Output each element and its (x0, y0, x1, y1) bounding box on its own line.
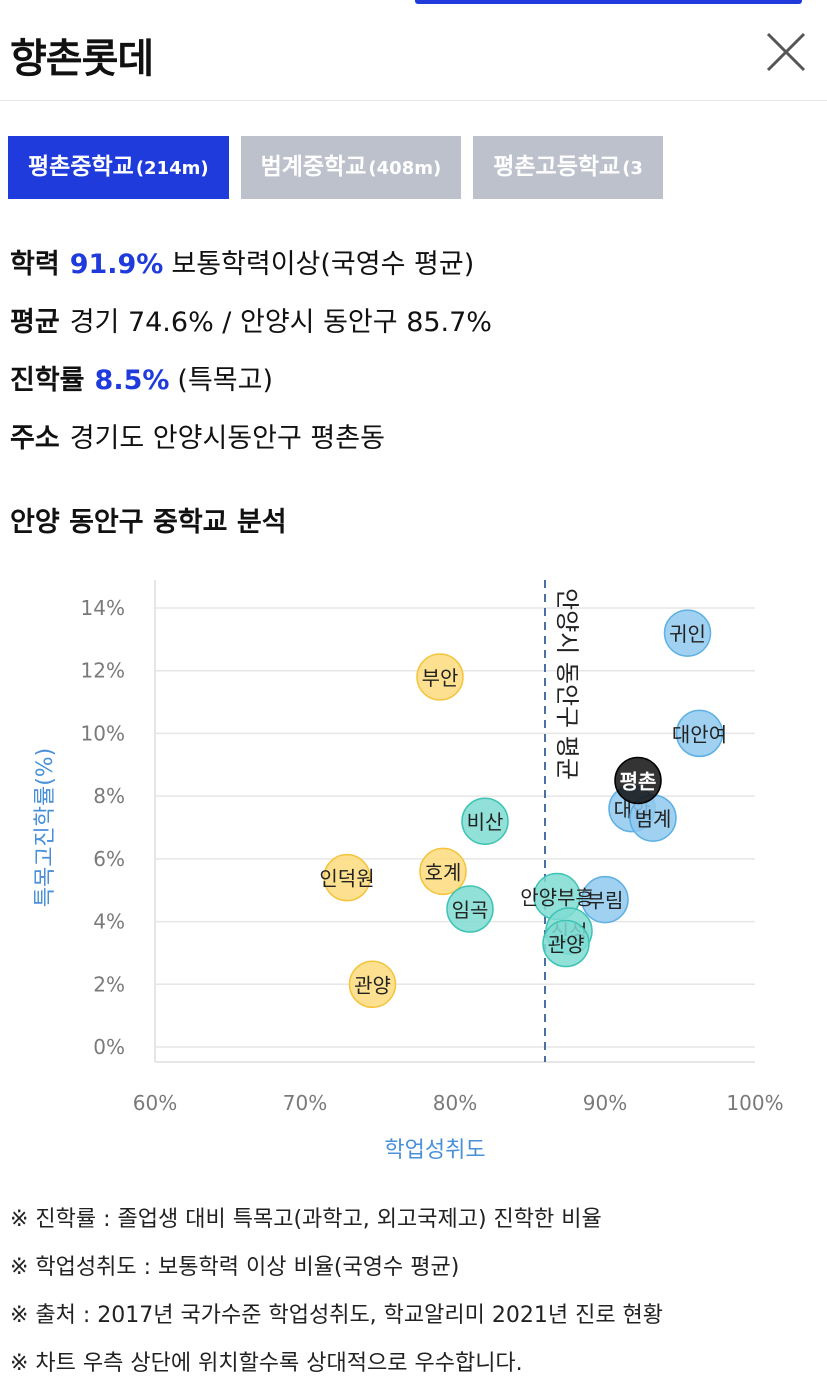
section-title: 안양 동안구 중학교 분석 (10, 507, 287, 538)
info-address: 주소 경기도 안양시동안구 평촌동 (10, 414, 492, 472)
data-label: 안양부흥 (520, 885, 594, 909)
data-label: 귀인 (669, 622, 706, 646)
info-desc: 경기 74.6% / 안양시 동안구 85.7% (69, 307, 492, 338)
x-tick-label: 90% (583, 1091, 627, 1115)
note-item: ※ 학업성취도 : 보통학력 이상 비율(국영수 평균) (10, 1255, 460, 1280)
info-key: 진학률 (10, 365, 85, 396)
info-average: 평균 경기 74.6% / 안양시 동안구 85.7% (10, 298, 492, 356)
data-label: 대안여 (672, 722, 727, 746)
note-item: ※ 진학률 : 졸업생 대비 특목고(과학고, 외고국제고) 진학한 비율 (10, 1207, 602, 1232)
page-title: 향촌롯데 (10, 36, 154, 82)
data-label: 관양 (354, 973, 391, 997)
tab-school-name: 평촌고등학교 (493, 154, 621, 180)
reference-line-label: 안양시 동안구 평균 (553, 588, 581, 780)
data-point (323, 853, 371, 902)
tab-school-distance: (408m) (368, 158, 442, 179)
school-tabs: 평촌중학교 (214m) 범계중학교 (408m) 평촌고등학교 (3 (8, 136, 798, 199)
data-label: 관양 (548, 933, 585, 957)
advancement-value: 8.5% (94, 365, 170, 396)
y-tick-label: 12% (81, 659, 125, 683)
data-label: 부안 (422, 666, 459, 690)
scatter-chart: 0% 2% 4% 6% 8% 10% 12% 14% 60% 70% 80% 90% 100% 학업성취도… (33, 580, 784, 1163)
info-achievement: 학력 91.9% 보통학력이상(국영수 평균) (10, 240, 492, 298)
data-point (663, 609, 712, 657)
close-icon[interactable] (762, 28, 810, 76)
y-tick-label: 0% (93, 1035, 125, 1059)
data-point (581, 875, 629, 924)
top-accent-bar (415, 0, 802, 4)
info-advancement: 진학률 8.5% (특목고) (10, 356, 492, 414)
data-point (446, 885, 494, 933)
data-point (461, 797, 509, 845)
x-axis-title: 학업성취도 (384, 1138, 485, 1163)
tab-school-name: 평촌중학교 (28, 154, 134, 180)
y-tick-label: 8% (93, 784, 125, 808)
data-point (419, 847, 467, 896)
y-tick-label: 2% (93, 972, 125, 996)
x-tick-label: 100% (726, 1091, 783, 1115)
y-tick-label: 10% (81, 721, 125, 745)
data-label: 호계 (425, 860, 462, 884)
data-point (348, 960, 397, 1009)
header: 향촌롯데 (0, 0, 827, 101)
tab-school-1[interactable]: 평촌중학교 (214m) (8, 136, 229, 199)
notes: ※ 진학률 : 졸업생 대비 특목고(과학고, 외고국제고) 진학한 비율 ※ … (10, 1198, 663, 1390)
tab-school-distance: (3 (622, 158, 643, 179)
data-point (542, 919, 590, 968)
tab-school-name: 범계중학교 (260, 154, 367, 180)
x-tick-label: 60% (133, 1091, 177, 1115)
tab-school-3[interactable]: 평촌고등학교 (3 (473, 136, 663, 199)
y-tick-label: 14% (81, 596, 125, 620)
data-point (675, 709, 724, 758)
data-point (614, 756, 662, 805)
data-label: 부림 (587, 889, 624, 913)
note-item: ※ 차트 우측 상단에 위치할수록 상대적으로 우수합니다. (10, 1351, 523, 1376)
note-item: ※ 출처 : 2017년 국가수준 학업성취도, 학교알리미 2021년 진로 … (10, 1303, 664, 1328)
data-point (416, 653, 464, 701)
info-key: 주소 (10, 423, 60, 454)
tab-school-distance: (214m) (135, 158, 209, 179)
tab-school-2[interactable]: 범계중학교 (408m) (240, 136, 462, 199)
data-label: 평촌 (620, 769, 657, 793)
data-label: 범계 (635, 807, 672, 831)
y-tick-label: 4% (93, 910, 125, 934)
data-label: 인덕원 (319, 867, 374, 891)
y-axis-title: 특목고진학률(%) (33, 748, 58, 908)
info-key: 학력 (10, 249, 60, 280)
school-info: 학력 91.9% 보통학력이상(국영수 평균) 평균 경기 74.6% / 안양시 동… (10, 240, 492, 472)
data-label: 임곡 (452, 898, 489, 922)
x-tick-label: 70% (283, 1091, 327, 1115)
info-key: 평균 (10, 307, 60, 338)
info-desc: 보통학력이상(국영수 평균) (171, 249, 475, 280)
y-tick-label: 6% (93, 847, 125, 871)
info-desc: (특목고) (177, 365, 274, 396)
data-label: 비산 (467, 810, 504, 834)
info-desc: 경기도 안양시동안구 평촌동 (69, 423, 385, 454)
x-tick-label: 80% (433, 1091, 477, 1115)
achievement-value: 91.9% (69, 249, 164, 280)
